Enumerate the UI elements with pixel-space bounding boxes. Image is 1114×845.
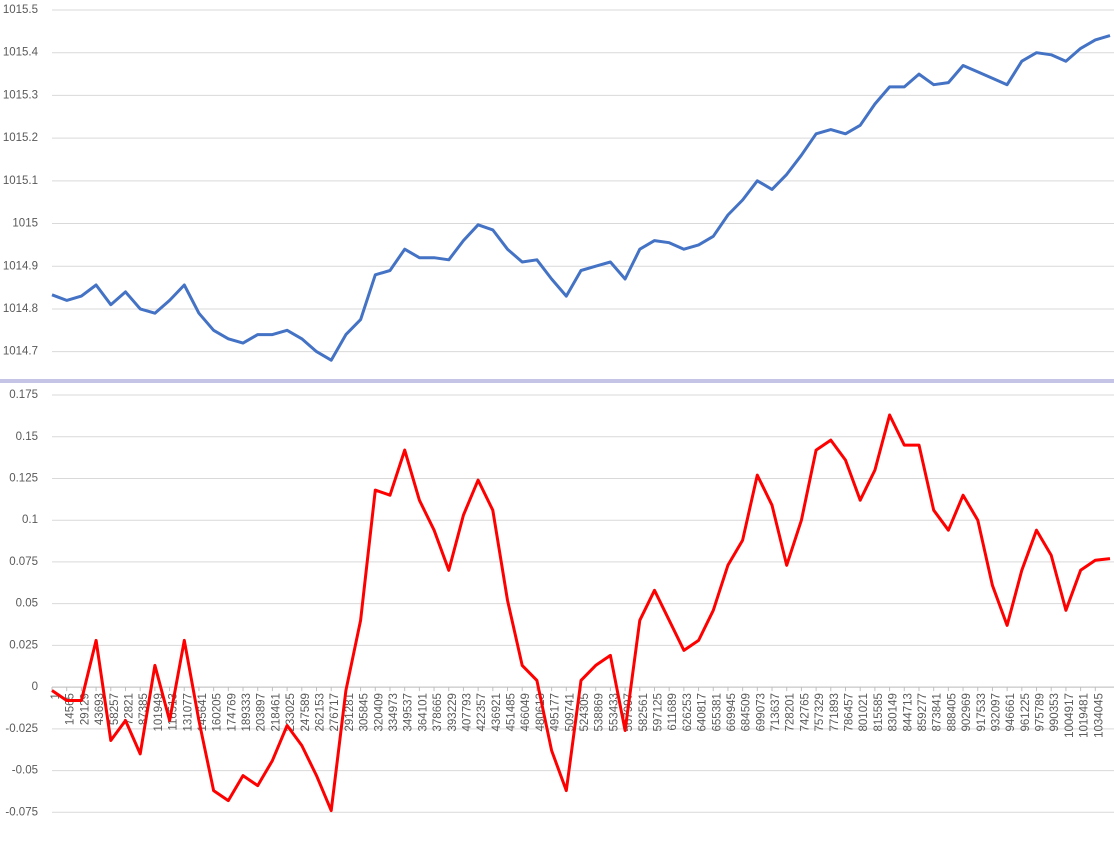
x-tick-label: 597125 bbox=[653, 693, 665, 731]
y-tick-label: 1015.3 bbox=[3, 89, 38, 101]
x-tick-label: 961225 bbox=[1020, 693, 1032, 731]
x-tick-label: 364101 bbox=[417, 693, 429, 731]
x-tick-label: 946661 bbox=[1005, 693, 1017, 731]
x-tick-label: 1004917 bbox=[1064, 693, 1076, 738]
y-tick-label: 1014.7 bbox=[3, 346, 38, 358]
x-tick-label: 757329 bbox=[814, 693, 826, 731]
x-tick-label: 334973 bbox=[388, 693, 400, 731]
x-tick-label: 932097 bbox=[990, 693, 1002, 731]
x-tick-label: 218461 bbox=[270, 693, 282, 731]
x-tick-label: 233025 bbox=[285, 693, 297, 731]
y-tick-label: 1015.5 bbox=[3, 4, 38, 16]
x-tick-label: 203897 bbox=[256, 693, 268, 731]
x-tick-label: 349537 bbox=[403, 693, 415, 731]
y-tick-label: 1015.4 bbox=[3, 47, 39, 59]
y-tick-label: 0 bbox=[32, 681, 38, 693]
x-tick-label: 58257 bbox=[109, 693, 121, 725]
x-tick-label: 1 bbox=[50, 693, 62, 699]
y-tick-label: 0.15 bbox=[16, 431, 38, 443]
x-tick-label: 917533 bbox=[976, 693, 988, 731]
x-tick-label: 509741 bbox=[564, 693, 576, 731]
y-tick-label: 0.05 bbox=[16, 598, 38, 610]
y-tick-label: 0.025 bbox=[9, 639, 38, 651]
x-tick-label: 742765 bbox=[799, 693, 811, 731]
x-tick-label: 902969 bbox=[961, 693, 973, 731]
x-tick-label: 844713 bbox=[902, 693, 914, 731]
y-tick-label: -0.075 bbox=[5, 806, 38, 818]
x-tick-label: 262153 bbox=[315, 693, 327, 731]
y-tick-label: 0.125 bbox=[9, 472, 38, 484]
x-tick-label: 1019481 bbox=[1079, 693, 1091, 738]
x-tick-label: 422357 bbox=[476, 693, 488, 731]
x-tick-label: 684509 bbox=[741, 693, 753, 731]
x-tick-label: 771893 bbox=[829, 693, 841, 731]
x-tick-label: 451485 bbox=[506, 693, 518, 731]
y-tick-label: 0.1 bbox=[22, 514, 38, 526]
y-tick-label: 0.075 bbox=[9, 556, 38, 568]
x-tick-label: 699073 bbox=[755, 693, 767, 731]
x-tick-label: 14565 bbox=[65, 693, 77, 725]
x-tick-label: 131077 bbox=[182, 693, 194, 731]
x-tick-label: 538869 bbox=[594, 693, 606, 731]
data-line bbox=[51, 413, 1111, 813]
x-tick-label: 393229 bbox=[447, 693, 459, 731]
data-line bbox=[51, 34, 1111, 362]
x-tick-label: 72821 bbox=[124, 693, 136, 725]
y-tick-label: 1014.9 bbox=[3, 260, 38, 272]
x-tick-label: 247589 bbox=[300, 693, 312, 731]
x-tick-label: 888405 bbox=[946, 693, 958, 731]
x-tick-label: 276717 bbox=[329, 693, 341, 731]
x-tick-label: 189333 bbox=[241, 693, 253, 731]
x-tick-label: 436921 bbox=[491, 693, 503, 731]
x-tick-label: 1034045 bbox=[1093, 693, 1105, 738]
x-tick-label: 466049 bbox=[520, 693, 532, 731]
y-tick-label: 1015.2 bbox=[3, 132, 38, 144]
x-tick-label: 873841 bbox=[932, 693, 944, 731]
x-tick-label: 786457 bbox=[844, 693, 856, 731]
x-tick-label: 553433 bbox=[608, 693, 620, 731]
x-tick-label: 830149 bbox=[888, 693, 900, 731]
x-tick-label: 407793 bbox=[461, 693, 473, 731]
y-tick-label: -0.025 bbox=[5, 723, 38, 735]
x-tick-label: 669945 bbox=[726, 693, 738, 731]
x-tick-label: 655381 bbox=[711, 693, 723, 731]
x-tick-label: 524305 bbox=[579, 693, 591, 731]
y-tick-label: 1015.1 bbox=[3, 175, 38, 187]
x-tick-label: 291281 bbox=[344, 693, 356, 731]
y-tick-label: 1015 bbox=[12, 218, 38, 230]
x-tick-label: 713637 bbox=[770, 693, 782, 731]
x-tick-label: 990353 bbox=[1049, 693, 1061, 731]
x-tick-label: 495177 bbox=[550, 693, 562, 731]
x-tick-label: 160205 bbox=[212, 693, 224, 731]
x-tick-label: 640817 bbox=[697, 693, 709, 731]
x-tick-label: 43693 bbox=[94, 693, 106, 725]
x-tick-label: 174769 bbox=[226, 693, 238, 731]
panel-separator bbox=[0, 379, 1114, 383]
x-tick-label: 101949 bbox=[153, 693, 165, 731]
x-tick-label: 859277 bbox=[917, 693, 929, 731]
x-tick-label: 305845 bbox=[359, 693, 371, 731]
y-tick-label: -0.05 bbox=[12, 765, 38, 777]
x-tick-label: 728201 bbox=[785, 693, 797, 731]
x-tick-label: 815585 bbox=[873, 693, 885, 731]
x-tick-label: 378665 bbox=[432, 693, 444, 731]
x-tick-label: 626253 bbox=[682, 693, 694, 731]
x-tick-label: 975789 bbox=[1035, 693, 1047, 731]
x-tick-label: 801021 bbox=[858, 693, 870, 731]
y-tick-label: 0.175 bbox=[9, 389, 38, 401]
y-tick-label: 1014.8 bbox=[3, 303, 38, 315]
x-tick-label: 582561 bbox=[638, 693, 650, 731]
x-tick-label: 611689 bbox=[667, 693, 679, 731]
x-tick-label: 320409 bbox=[373, 693, 385, 731]
x-tick-label: 480613 bbox=[535, 693, 547, 731]
